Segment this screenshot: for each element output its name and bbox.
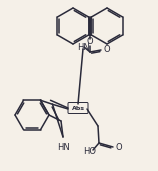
Text: O: O xyxy=(116,142,123,152)
FancyBboxPatch shape xyxy=(68,102,88,114)
Text: HN: HN xyxy=(58,143,70,152)
Text: HN: HN xyxy=(77,43,90,51)
Text: Abs: Abs xyxy=(72,106,85,110)
Text: HO: HO xyxy=(83,147,96,155)
Text: O: O xyxy=(87,37,93,47)
Text: O: O xyxy=(104,44,111,54)
